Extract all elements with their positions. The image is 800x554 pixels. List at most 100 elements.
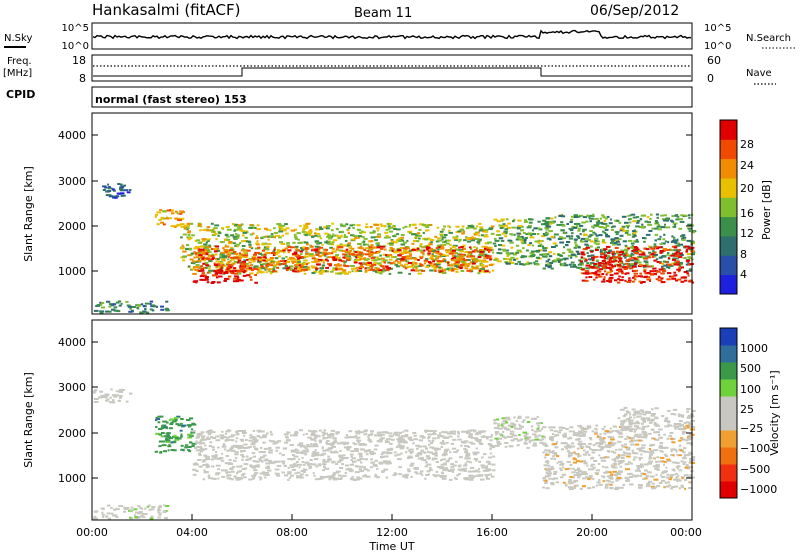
velocity-cell	[263, 447, 268, 450]
power-cell	[589, 245, 593, 248]
power-cell	[315, 263, 321, 266]
velocity-cell	[582, 443, 586, 445]
power-cell	[263, 266, 268, 269]
freq-tick-bottom: 8	[79, 72, 86, 85]
power-cell	[563, 262, 567, 265]
power-cell	[542, 219, 547, 222]
velocity-cell	[195, 441, 198, 444]
velocity-cell	[425, 429, 430, 432]
velocity-cell	[208, 477, 214, 480]
power-cell	[687, 214, 691, 217]
power-cell	[662, 248, 667, 250]
power-cell	[544, 264, 548, 267]
velocity-cell	[461, 441, 466, 444]
power-cell	[314, 234, 318, 237]
power-cell	[446, 242, 450, 245]
velocity-cell	[641, 447, 645, 449]
power-cell	[662, 249, 666, 252]
power-cell	[490, 232, 495, 235]
power-cell	[612, 255, 616, 258]
power-cell	[347, 242, 351, 245]
power-cell	[222, 251, 226, 254]
velocity-cell	[614, 466, 618, 469]
power-cell	[535, 256, 540, 259]
velocity-cell	[336, 460, 342, 463]
velocity-cell	[215, 435, 220, 438]
power-cell	[222, 247, 225, 250]
power-cell	[678, 218, 683, 221]
velocity-cell	[608, 480, 612, 483]
power-cell	[479, 259, 483, 262]
velocity-cell	[300, 470, 306, 472]
power-cell	[655, 278, 659, 281]
power-cell	[343, 236, 348, 238]
power-cell	[237, 279, 241, 281]
power-cell	[608, 259, 612, 262]
velocity-cell	[648, 460, 654, 463]
power-cell	[364, 226, 369, 229]
power-cell	[502, 249, 507, 252]
velocity-cell	[658, 482, 663, 484]
velocity-cell	[642, 432, 646, 434]
power-cell	[300, 253, 303, 255]
velocity-cell	[290, 434, 293, 437]
velocity-cell	[510, 426, 514, 428]
power-cell	[677, 278, 682, 281]
velocity-cell	[463, 448, 467, 450]
power-cell	[180, 236, 183, 239]
power-cell	[413, 265, 419, 268]
power-cell	[632, 280, 635, 283]
velocity-cell	[205, 456, 210, 459]
power-cell	[205, 251, 208, 254]
power-cell	[673, 246, 678, 249]
velocity-cell	[583, 427, 589, 430]
power-cell	[201, 272, 205, 275]
power-cell	[342, 256, 346, 259]
power-cell	[99, 310, 105, 313]
power-cell	[232, 223, 235, 225]
velocity-cell	[364, 474, 367, 477]
velocity-cell	[350, 459, 353, 461]
velocity-cell	[498, 433, 502, 436]
power-cell	[493, 218, 498, 221]
power-cell	[474, 260, 479, 263]
power-cell	[439, 270, 443, 273]
power-cell	[475, 247, 479, 250]
velocity-heatmap	[92, 388, 696, 520]
power-cell	[322, 259, 327, 262]
power-cell	[404, 263, 409, 266]
power-cell	[325, 258, 328, 261]
velocity-cell	[398, 436, 403, 439]
power-cell	[601, 262, 605, 265]
power-cell	[236, 234, 240, 237]
power-cell	[233, 277, 238, 280]
power-cell	[463, 247, 467, 250]
velocity-cell	[158, 428, 163, 430]
velocity-cell	[550, 457, 553, 460]
velocity-cell	[284, 441, 289, 444]
velocity-cell	[189, 435, 193, 438]
power-cell	[642, 214, 647, 217]
velocity-cell	[92, 517, 98, 520]
velocity-cell	[362, 443, 368, 446]
power-cell	[325, 266, 329, 269]
velocity-cell	[550, 439, 554, 442]
power-cell	[503, 258, 507, 260]
power-cell	[588, 216, 591, 219]
velocity-cell	[608, 430, 613, 433]
power-cell	[458, 238, 462, 241]
power-cell	[573, 238, 578, 241]
velocity-cell	[497, 424, 501, 427]
power-cell	[404, 241, 408, 244]
velocity-cell	[236, 470, 241, 473]
velocity-cell	[321, 434, 325, 437]
velocity-cell	[253, 469, 258, 472]
power-cell	[538, 228, 543, 231]
velocity-cell	[614, 460, 617, 463]
velocity-cell	[661, 450, 664, 453]
velocity-cell	[567, 445, 572, 448]
velocity-cell	[577, 476, 581, 479]
power-cell	[197, 258, 201, 260]
power-cell	[523, 231, 526, 234]
